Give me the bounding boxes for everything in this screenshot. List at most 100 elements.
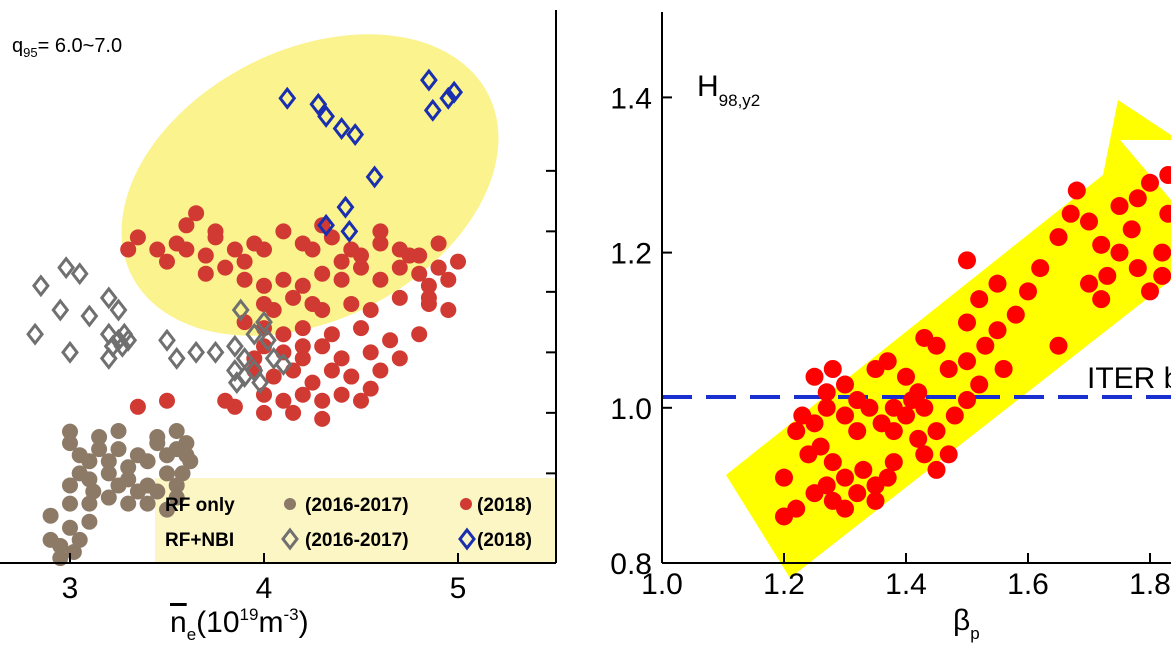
left-series-1-point-63 [304, 374, 321, 391]
left-series-2-point-8 [61, 340, 79, 364]
left-series-1-point-82 [440, 271, 457, 288]
left-series-0-point-29 [139, 495, 156, 512]
right-point-45 [958, 391, 976, 410]
left-series-1-point-93 [304, 295, 321, 312]
left-series-1-point-21 [430, 235, 447, 252]
left-series-1-point-28 [294, 277, 311, 294]
right-point-82 [1092, 290, 1111, 309]
right-point-8 [854, 460, 873, 479]
left-series-2-point-2 [70, 262, 89, 286]
right-point-76 [1128, 189, 1147, 208]
left-series-2-point-20 [225, 334, 244, 358]
left-series-1-point-37 [265, 302, 282, 318]
left-series-0-point-26 [81, 495, 98, 512]
left-series-1-point-44 [440, 302, 457, 318]
right-point-50 [958, 313, 976, 332]
left-series-1-point-75 [226, 398, 243, 415]
left-series-1-point-40 [343, 295, 360, 312]
left-series-2-point-5 [99, 286, 118, 310]
left-series-2-point-19 [206, 340, 225, 364]
left-series-1-point-73 [362, 380, 379, 397]
legend-entry-rf-2018: (2018) [477, 495, 532, 516]
left-series-1-point-64 [323, 362, 340, 379]
legend-marker-rf-2018 [460, 498, 472, 510]
right-point-5 [836, 468, 854, 487]
left-series-0-point-46 [182, 453, 199, 470]
left-series-0-point-18 [159, 465, 175, 482]
left-series-1-point-3 [159, 253, 175, 270]
right-point-42 [927, 422, 946, 441]
left-series-0-point-24 [149, 483, 166, 500]
left-series-0-point-27 [100, 489, 117, 506]
left-series-0-point-0 [62, 435, 78, 452]
left-series-1-point-85 [188, 205, 205, 222]
left-series-1-point-8 [226, 241, 243, 258]
right-point-12 [884, 453, 903, 472]
right-point-21 [848, 422, 867, 441]
left-series-1-point-51 [382, 332, 399, 349]
right-point-46 [970, 375, 989, 394]
left-series-1-point-90 [333, 253, 350, 270]
left-series-2-point-17 [167, 346, 186, 370]
left-series-2-point-16 [158, 328, 176, 352]
right-point-73 [1159, 204, 1171, 223]
left-series-0-point-2 [81, 453, 98, 470]
right-point-61 [1049, 336, 1068, 355]
left-series-1-point-77 [285, 404, 302, 421]
left-right-ticks [546, 169, 556, 475]
left-legend: RF only (2016-2017) (2018) RF+NBI (2016-… [165, 495, 532, 551]
left-data-points [26, 68, 466, 567]
left-series-3-point-11 [439, 86, 458, 110]
left-series-2-point-23 [255, 310, 273, 334]
right-point-81 [1110, 197, 1129, 216]
left-series-1-point-41 [362, 302, 379, 318]
right-point-63 [1061, 204, 1080, 223]
left-series-2-point-3 [51, 298, 70, 322]
right-point-72 [1153, 243, 1171, 262]
q95-annotation: q95= 6.0~7.0 [12, 35, 122, 60]
left-series-1-point-72 [353, 392, 369, 409]
left-series-3-point-9 [419, 68, 438, 92]
left-series-1-point-34 [411, 265, 428, 282]
right-x-tick-label-3: 1.6 [1007, 568, 1049, 601]
left-series-1-point-25 [236, 271, 253, 288]
left-series-1-point-42 [391, 289, 408, 306]
left-series-1-point-2 [149, 241, 166, 258]
left-series-1-point-31 [353, 259, 369, 276]
left-series-3-point-6 [336, 195, 355, 219]
left-series-0-point-42 [110, 423, 127, 439]
right-point-35 [823, 360, 842, 378]
left-series-2-point-18 [187, 340, 206, 364]
right-point-78 [1159, 166, 1171, 184]
left-series-2-point-13 [113, 334, 132, 358]
legend-row1-label: RF only [165, 495, 235, 516]
left-series-0-point-40 [62, 423, 78, 440]
left-series-1-point-89 [401, 247, 418, 264]
left-series-1-point-52 [411, 326, 428, 343]
left-series-1-point-50 [353, 320, 369, 337]
left-series-3-point-0 [278, 86, 297, 110]
right-point-15 [799, 445, 818, 464]
left-series-1-point-14 [304, 241, 321, 258]
legend-marker-rf-2016 [284, 498, 296, 510]
left-x-axis-label: ne(1019m-3) [170, 605, 309, 644]
right-y-tick-label-0: 0.8 [610, 548, 652, 581]
left-series-1-point-61 [265, 368, 282, 385]
right-point-43 [939, 445, 958, 464]
right-ticks: 1.0 1.2 1.4 1.6 1.80.81.01.21.4 [610, 82, 1171, 601]
left-series-0-point-30 [159, 501, 175, 518]
left-series-1-point-59 [391, 350, 408, 367]
right-y-tick-label-2: 1.2 [610, 238, 652, 271]
right-point-51 [970, 290, 989, 309]
right-point-44 [945, 406, 964, 425]
left-series-0-point-20 [62, 477, 78, 494]
left-series-0-point-43 [149, 429, 166, 446]
right-point-58 [939, 360, 958, 378]
left-series-1-point-11 [256, 241, 272, 258]
left-series-0-point-36 [52, 537, 69, 554]
left-series-1-point-23 [197, 265, 214, 282]
right-x-tick-label-1: 1.2 [763, 568, 805, 601]
left-series-0-point-8 [139, 453, 156, 470]
right-point-84 [1153, 266, 1171, 285]
